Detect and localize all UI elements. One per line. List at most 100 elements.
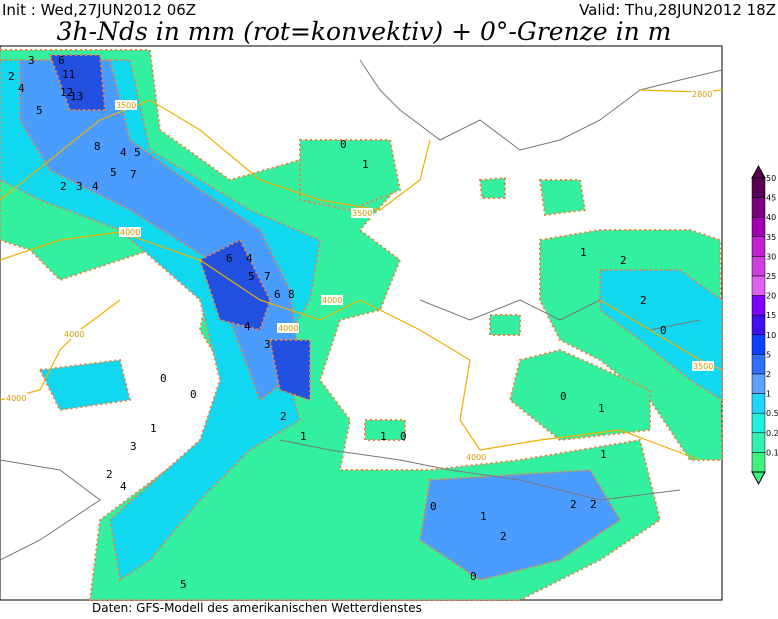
contour-label: 4000 xyxy=(466,453,486,462)
map-area xyxy=(0,45,724,601)
map-value-label: 5 xyxy=(180,578,187,591)
colorbar-segment xyxy=(751,452,766,473)
map-value-label: 2 xyxy=(106,468,113,481)
colorbar-segment xyxy=(751,216,766,238)
map-value-label: 4 xyxy=(120,480,127,493)
map-value-label: 0 xyxy=(400,430,407,443)
map-value-label: 1 xyxy=(580,246,587,259)
map-value-label: 0 xyxy=(560,390,567,403)
map-value-label: 6 xyxy=(58,54,65,67)
colorbar-segment xyxy=(751,393,766,414)
map-value-label: 3 xyxy=(130,440,137,453)
colorbar-label: 35 xyxy=(766,233,776,242)
map-value-label: 8 xyxy=(94,140,101,153)
map-value-label: 4 xyxy=(18,82,25,95)
map-value-label: 4 xyxy=(120,146,127,159)
map-value-label: 1 xyxy=(600,448,607,461)
colorbar-label: 2 xyxy=(766,370,771,379)
contour-label: 2800 xyxy=(692,90,712,99)
map-value-label: 0 xyxy=(190,388,197,401)
map-value-label: 1 xyxy=(380,430,387,443)
map-value-label: 2 xyxy=(570,498,577,511)
colorbar-segment xyxy=(751,236,766,257)
colorbar-tip xyxy=(751,164,766,179)
map-value-label: 2 xyxy=(8,70,15,83)
map-value-label: 6 xyxy=(226,252,233,265)
contour-label-bg xyxy=(63,329,85,339)
colorbar-segment xyxy=(751,354,766,375)
init-time: Init : Wed,27JUN2012 06Z xyxy=(2,1,196,19)
contour-label-bg xyxy=(465,452,487,462)
contour-label: 4000 xyxy=(6,394,26,403)
map-value-label: 0 xyxy=(660,324,667,337)
precip-areas xyxy=(0,49,724,601)
map-value-label: 4 xyxy=(246,252,253,265)
colorbar-label: 30 xyxy=(766,252,776,261)
map-value-label: 2 xyxy=(620,254,627,267)
colorbar-label: 0.1 xyxy=(766,448,778,457)
map-value-label: 3 xyxy=(264,338,271,351)
map-value-label: 0 xyxy=(340,138,347,151)
colorbar-label: 20 xyxy=(766,292,776,301)
colorbar-label: 50 xyxy=(766,174,776,183)
map-value-label: 0 xyxy=(470,570,477,583)
data-source: Daten: GFS-Modell des amerikanischen Wet… xyxy=(92,601,422,615)
contour-label: 4000 xyxy=(322,296,342,305)
contour-label: 3500 xyxy=(693,362,713,371)
map-value-label: 1 xyxy=(362,158,369,171)
contour-label-bg xyxy=(351,208,373,218)
map-value-label: 1 xyxy=(480,510,487,523)
colorbar-label: 40 xyxy=(766,213,776,222)
contour-label-bg xyxy=(691,89,713,99)
contour-label-bg xyxy=(321,295,343,305)
map-value-label: 0 xyxy=(430,500,437,513)
contour-label-bg xyxy=(115,100,137,110)
map-value-label: 2 xyxy=(500,530,507,543)
contour-label-bg xyxy=(277,323,299,333)
colorbar-segment xyxy=(751,412,766,434)
contour-label-bg xyxy=(119,227,141,237)
colorbar-segment xyxy=(751,314,766,336)
map-value-label: 6 xyxy=(274,288,281,301)
map-value-label: 5 xyxy=(36,104,43,117)
map-value-label: 13 xyxy=(70,90,83,103)
contour-label-bg xyxy=(692,361,714,371)
colorbar: 50 45 40 35 30 25 20 15 10 5 2 1 0.5 0.2 0.1 xyxy=(751,164,778,486)
map-value-label: 2 xyxy=(590,498,597,511)
valid-time: Valid: Thu,28JUN2012 18Z xyxy=(579,1,776,19)
colorbar-segment xyxy=(751,432,766,453)
colorbar-segment xyxy=(751,275,766,296)
colorbar-label: 15 xyxy=(766,311,776,320)
map-value-label: 1 xyxy=(300,430,307,443)
colorbar-label: 10 xyxy=(766,331,776,340)
map-value-label: 8 xyxy=(288,288,295,301)
map-value-label: 2 xyxy=(60,180,67,193)
map-value-label: 7 xyxy=(130,168,137,181)
map-value-label: 4 xyxy=(92,180,99,193)
colorbar-segment xyxy=(751,197,766,218)
contour-label: 4000 xyxy=(278,324,298,333)
contour-label-bg xyxy=(5,393,27,403)
contour-label: 4000 xyxy=(120,228,140,237)
map-value-label: 2 xyxy=(280,410,287,423)
contour-label: 3500 xyxy=(352,209,372,218)
colorbar-label: 0.5 xyxy=(766,409,778,418)
colorbar-segment xyxy=(751,295,766,316)
contour-label: 4000 xyxy=(64,330,84,339)
contour-label: 3500 xyxy=(116,101,136,110)
colorbar-tip xyxy=(751,471,766,486)
colorbar-segment xyxy=(751,373,766,394)
map-value-label: 2 xyxy=(640,294,647,307)
colorbar-label: 5 xyxy=(766,350,771,359)
map-value-label: 4 xyxy=(244,320,251,333)
map-value-label: 5 xyxy=(248,270,255,283)
map-value-label: 3 xyxy=(76,180,83,193)
colorbar-segment xyxy=(751,177,766,198)
colorbar-label: 45 xyxy=(766,194,776,203)
map-title: 3h-Nds in mm (rot=konvektiv) + 0°-Grenze… xyxy=(57,17,672,46)
map-value-label: 1 xyxy=(598,402,605,415)
colorbar-segment xyxy=(751,334,766,355)
